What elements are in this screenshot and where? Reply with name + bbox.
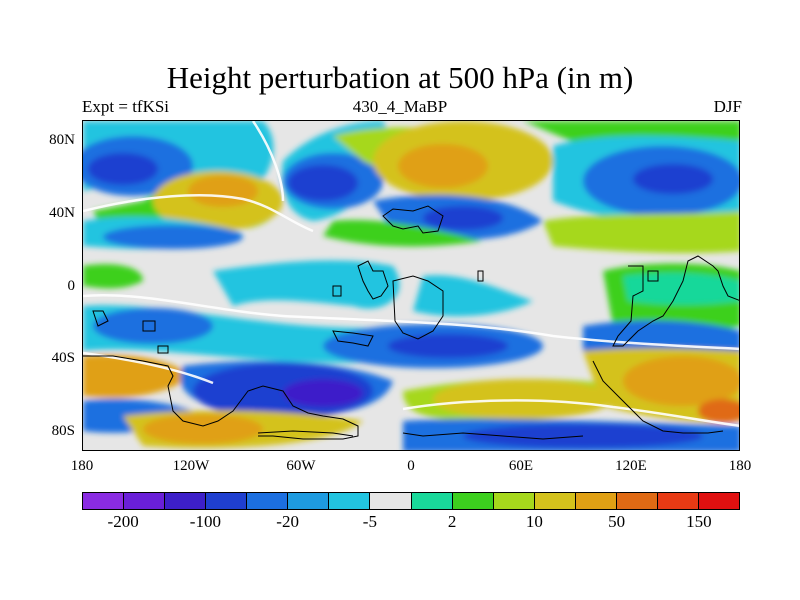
colorbar-label: 2 [447,512,457,531]
lon-tick-0: 0 [407,458,415,474]
colorbar-swatch [206,493,248,509]
colorbar-swatch [452,493,494,509]
colorbar-swatch [83,493,125,509]
colorbar-swatch [616,493,658,509]
lon-tick-120e: 120E [615,458,647,474]
lat-tick-40s: 40S [51,350,75,366]
lat-tick-0: 0 [67,278,76,294]
colorbar-label: 10 [525,512,543,531]
lon-tick-60e: 60E [508,458,534,474]
lat-tick-40n: 40N [49,205,75,221]
height-perturbation-field [83,121,739,450]
lat-tick-80s: 80S [51,423,75,439]
colorbar-swatch [247,493,289,509]
colorbar-swatch [575,493,617,509]
colorbar-swatch [288,493,330,509]
colorbar-swatch [657,493,699,509]
run-label: 430_4_MaBP [352,97,448,116]
lon-tick-60w: 60W [286,458,316,474]
colorbar-swatch [534,493,576,509]
colorbar-swatch [493,493,535,509]
colorbar-swatch [411,493,453,509]
colorbar-label: -5 [362,512,377,531]
map-plot-area [82,120,740,451]
lon-tick-180-left: 180 [70,458,94,474]
colorbar-label: 150 [686,512,712,531]
colorbar-swatch [329,493,371,509]
colorbar-swatch [698,493,739,509]
colorbar-swatch [124,493,166,509]
colorbar-label: -20 [276,512,299,531]
colorbar-label: -200 [107,512,139,531]
experiment-label: Expt = tfKSi [82,97,170,116]
colorbar-swatch [370,493,412,509]
season-label: DJF [713,97,742,116]
lon-tick-120w: 120W [172,458,210,474]
colorbar-label: 50 [608,512,626,531]
chart-title: Height perturbation at 500 hPa (in m) [166,60,634,95]
lat-tick-80n: 80N [49,132,75,148]
colorbar-swatch [165,493,207,509]
colorbar-label: -100 [189,512,221,531]
lon-tick-180-right: 180 [728,458,752,474]
colorbar [82,492,740,510]
